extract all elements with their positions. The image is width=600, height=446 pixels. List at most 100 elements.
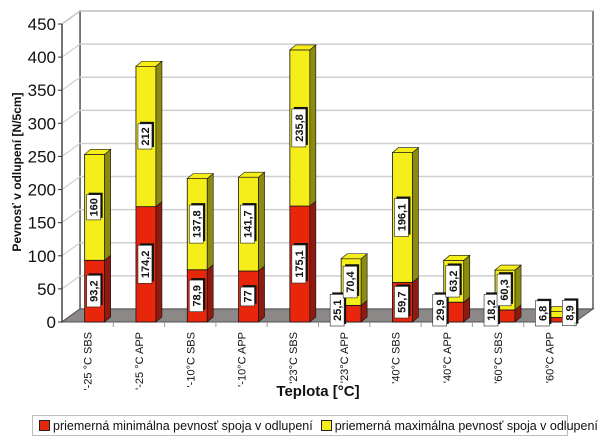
data-label: 70,4 [342,264,360,299]
data-label: 25,1 [329,292,347,327]
data-label-text: 196,1 [396,204,408,232]
y-tick-label: 0 [47,313,56,332]
bar-side [155,201,163,323]
data-label: 160 [86,192,103,221]
bar-side [463,254,471,303]
y-tick-label: 300 [28,114,56,133]
gridline-side [61,76,81,91]
x-category-label: '23°C SBS [288,332,300,384]
bar-side [258,171,265,272]
y-tick-label: 350 [28,81,56,100]
bar-top [186,173,215,179]
gridline-side [61,109,81,124]
data-label: 137,8 [188,203,206,244]
y-axis-label: Pevnosť v odlupení [N/5cm] [10,92,24,251]
data-label-box [535,300,550,327]
x-category-label: '-25 °C SBS [83,332,95,390]
data-label-text: 137,8 [191,210,203,238]
bar-side [514,264,522,311]
bar-side [206,264,214,323]
data-label: 18,2 [483,292,501,327]
y-tick-label: 400 [28,48,56,67]
x-category-label: '-10°C APP [237,332,249,387]
data-label: 29,9 [432,292,449,327]
data-label-box [562,300,577,326]
data-label-box [86,275,101,308]
x-category-label: '-25 °C APP [134,332,146,390]
data-label-box [137,245,153,284]
bar-side [104,254,111,323]
data-label-box [483,294,499,327]
legend-label-min: priemerná minimálna pevnosť spoja v odlu… [53,418,313,433]
data-label-box [188,279,204,312]
data-label: 175,1 [291,243,308,284]
data-label-box [291,244,307,284]
bar-top [494,264,522,271]
gridlines [61,10,593,290]
x-axis-categories: '-25 °C SBS '-25 °C APP '-10°C SBS '-10°C A… [83,322,576,390]
data-label-box [432,294,448,327]
legend: priemerná minimálna pevnosť spoja v odlu… [32,415,598,436]
bar-top [442,255,471,261]
side-wall [61,9,81,324]
data-label-box [329,294,345,327]
bar-side [360,253,368,307]
bar-side [258,265,265,323]
data-label: 93,2 [86,273,103,308]
data-label-text: 175,1 [294,250,306,278]
data-label-text: 70,4 [345,270,357,292]
data-label-box [291,108,307,148]
y-tick-label: 100 [28,247,56,266]
bar-side [155,60,163,208]
data-label: 59,7 [394,284,411,319]
data-label-box [86,194,101,221]
bar-side [206,172,214,271]
data-label: 235,8 [291,106,308,148]
data-label-text: 29,9 [435,299,447,320]
data-label: 212 [137,121,154,150]
data-label-box [445,265,461,298]
x-axis-label: Teplota [°C] [276,383,359,400]
data-label-text: 235,8 [294,114,306,142]
data-label-text: 8,9 [564,305,576,320]
data-label-text: 212 [140,127,152,145]
data-label: 174,2 [137,243,154,284]
data-label: 196,1 [394,196,411,237]
bar-top [83,149,112,155]
gridline-side [61,43,81,58]
data-labels: 93,2 160 174,2 212 78,9 137,8 77 141,7 175,1 235,… [86,106,579,327]
bar-side [309,44,317,207]
y-tick-label: 250 [28,147,56,166]
legend-item-max: priemerná maximálna pevnosť spoja v odlu… [320,419,598,433]
data-label: 6,8 [535,298,552,327]
y-tick-label: 50 [37,280,56,299]
data-label-text: 160 [89,198,101,216]
data-label-box [496,273,512,307]
data-label-box [240,204,255,244]
y-axis-ticks: 0 50 100 150 200 250 300 350 400 450 [28,15,63,332]
data-label-text: 25,1 [332,299,344,320]
data-label-box [188,204,204,244]
gridline-side [61,275,81,290]
x-category-label: '40°C SBS [390,332,402,384]
x-category-label: '-10°C SBS [185,332,197,387]
bar-top [135,60,163,67]
data-label-text: 78,9 [191,285,203,306]
data-label: 60,3 [496,272,514,307]
data-label: 141,7 [240,203,257,244]
data-label-box [394,286,409,319]
data-label-box [137,123,153,150]
data-label-box [394,198,409,237]
bar-side [412,276,419,323]
legend-swatch-min [39,420,50,431]
gridline-side [61,209,81,224]
bar-top [237,171,266,178]
bar-top [289,44,317,51]
data-label-box [240,286,255,307]
data-label: 77 [240,285,257,307]
data-label-text: 6,8 [537,306,549,321]
gridline-side [61,176,81,191]
bar-side [104,148,111,261]
bar-top [340,253,368,260]
